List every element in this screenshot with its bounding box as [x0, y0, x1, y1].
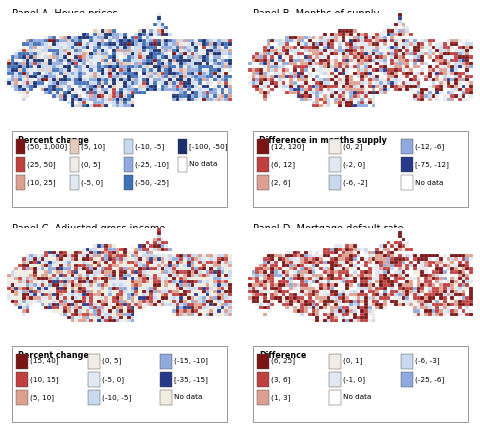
Text: Panel B. Months of supply: Panel B. Months of supply — [252, 9, 379, 19]
Text: Panel D. Mortgage default rate: Panel D. Mortgage default rate — [252, 224, 403, 234]
Text: Panel C. Adjusted gross income: Panel C. Adjusted gross income — [12, 224, 165, 234]
Text: Panel A. House prices: Panel A. House prices — [12, 9, 117, 19]
